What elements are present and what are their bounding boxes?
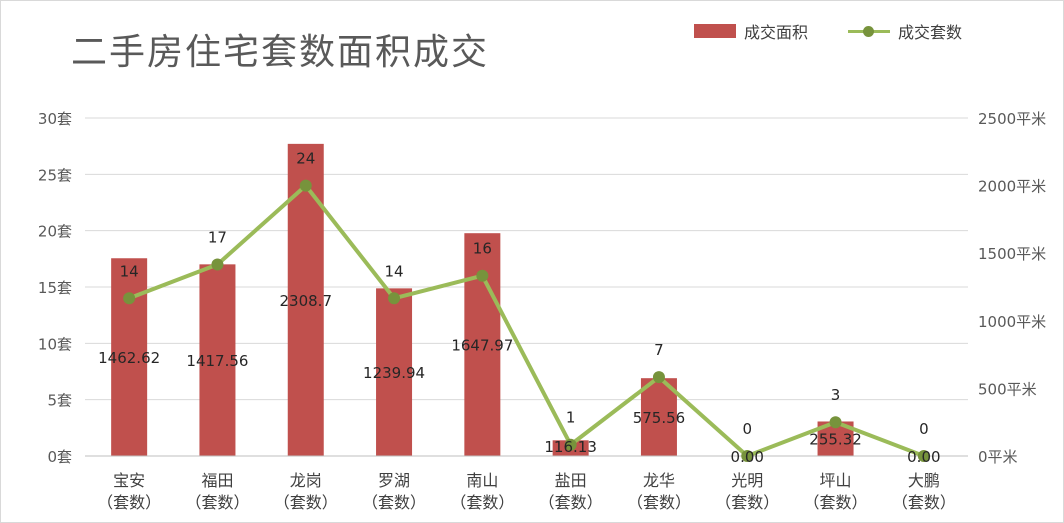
bar-data-label: 2308.7 bbox=[280, 292, 333, 310]
legend-swatch-line bbox=[848, 24, 891, 38]
y-right-tick-label: 1500平米 bbox=[978, 245, 1046, 263]
x-tick-label: 福田 bbox=[201, 471, 233, 490]
legend-item-area: 成交面积 bbox=[694, 19, 808, 43]
x-tick-label: 大鹏 bbox=[908, 471, 940, 490]
bar bbox=[640, 378, 677, 456]
bar-data-label: 255.32 bbox=[809, 431, 862, 449]
count-point bbox=[211, 258, 224, 271]
y-right-tick-label: 2500平米 bbox=[978, 110, 1046, 128]
y-left-tick-label: 5套 bbox=[47, 392, 72, 410]
x-tick-label: 龙华 bbox=[643, 471, 675, 490]
y-left-tick-label: 30套 bbox=[38, 110, 72, 128]
count-point bbox=[829, 416, 842, 429]
y-left-tick-label: 25套 bbox=[38, 166, 72, 184]
x-tick-sublabel: （套数） bbox=[450, 493, 514, 512]
count-data-label: 0 bbox=[919, 420, 929, 438]
x-tick-label: 南山 bbox=[466, 471, 498, 490]
chart-title: 二手房住宅套数面积成交 bbox=[71, 32, 490, 73]
x-tick-label: 宝安 bbox=[113, 471, 145, 490]
legend-item-count: 成交套数 bbox=[848, 19, 962, 43]
bar bbox=[111, 258, 148, 456]
count-point bbox=[476, 269, 489, 282]
count-point bbox=[564, 438, 577, 451]
bar-data-label: 575.56 bbox=[633, 409, 686, 427]
count-point bbox=[741, 450, 754, 462]
x-tick-label: 坪山 bbox=[820, 471, 852, 490]
y-right-tick-label: 0平米 bbox=[978, 448, 1018, 466]
y-left-tick-label: 10套 bbox=[38, 335, 72, 353]
bar-data-label: 1417.56 bbox=[186, 352, 248, 370]
count-point bbox=[917, 450, 930, 462]
x-tick-label: 盐田 bbox=[555, 471, 587, 490]
count-data-label: 0 bbox=[742, 420, 752, 438]
legend-label-area: 成交面积 bbox=[744, 23, 809, 42]
x-tick-sublabel: （套数） bbox=[362, 493, 426, 512]
count-point bbox=[123, 292, 136, 305]
count-data-label: 3 bbox=[831, 386, 841, 404]
bar-data-label: 1239.94 bbox=[363, 364, 425, 382]
x-tick-sublabel: （套数） bbox=[185, 493, 249, 512]
count-point bbox=[299, 179, 312, 192]
x-tick-sublabel: （套数） bbox=[892, 493, 956, 512]
y-right-tick-label: 500平米 bbox=[978, 380, 1037, 398]
count-line bbox=[128, 183, 925, 458]
bar-data-label: 116.13 bbox=[544, 438, 597, 456]
x-tick-sublabel: （套数） bbox=[715, 493, 779, 512]
count-data-label: 24 bbox=[296, 150, 315, 168]
bar-data-label: 0.00 bbox=[907, 448, 940, 466]
y-right-tick-label: 1000平米 bbox=[978, 313, 1046, 331]
y-left-tick-label: 0套 bbox=[47, 448, 72, 466]
x-tick-label: 光明 bbox=[731, 471, 763, 490]
count-data-label: 7 bbox=[654, 341, 664, 359]
bar-data-label: 0.00 bbox=[731, 448, 764, 466]
x-tick-sublabel: （套数） bbox=[539, 493, 603, 512]
x-tick-sublabel: （套数） bbox=[97, 493, 161, 512]
chart-legend: 成交面积 成交套数 bbox=[694, 19, 962, 43]
x-tick-sublabel: （套数） bbox=[627, 493, 691, 512]
legend-label-count: 成交套数 bbox=[898, 23, 963, 42]
count-point bbox=[388, 292, 401, 305]
count-data-label: 16 bbox=[473, 240, 492, 258]
legend-swatch-bar bbox=[694, 24, 736, 38]
count-data-label: 1 bbox=[566, 409, 576, 427]
bar-data-label: 1462.62 bbox=[98, 349, 160, 367]
y-left-tick-label: 20套 bbox=[38, 223, 72, 241]
count-point bbox=[652, 371, 665, 384]
x-tick-label: 龙岗 bbox=[290, 471, 322, 490]
x-tick-sublabel: （套数） bbox=[274, 493, 338, 512]
count-data-label: 14 bbox=[120, 262, 139, 280]
bar-data-label: 1647.97 bbox=[451, 337, 513, 355]
bar bbox=[376, 288, 413, 456]
x-tick-sublabel: （套数） bbox=[804, 493, 868, 512]
bar bbox=[199, 264, 236, 456]
x-tick-label: 罗湖 bbox=[378, 471, 410, 490]
y-left-tick-label: 15套 bbox=[38, 279, 72, 297]
count-data-label: 14 bbox=[385, 262, 404, 280]
y-right-tick-label: 2000平米 bbox=[978, 178, 1046, 196]
count-data-label: 17 bbox=[208, 228, 227, 246]
